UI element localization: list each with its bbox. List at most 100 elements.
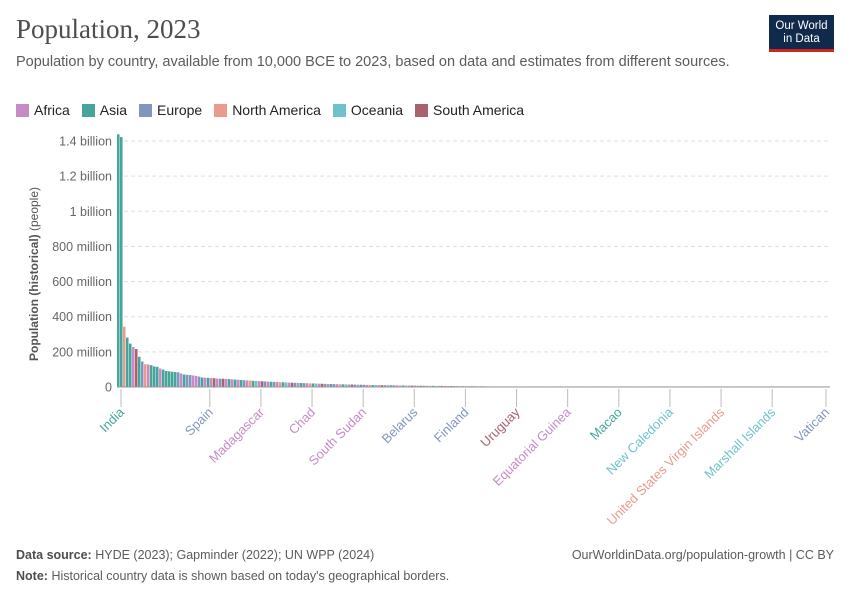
bar[interactable]: [341, 384, 345, 387]
bar[interactable]: [377, 385, 381, 387]
bar[interactable]: [269, 381, 273, 387]
legend-item-africa[interactable]: Africa: [16, 102, 70, 118]
bar[interactable]: [368, 384, 372, 387]
bar[interactable]: [227, 379, 231, 387]
bar[interactable]: [419, 385, 423, 387]
bar[interactable]: [260, 381, 264, 387]
bar[interactable]: [440, 385, 444, 387]
bar[interactable]: [167, 371, 171, 387]
bar[interactable]: [182, 374, 186, 387]
bar[interactable]: [233, 379, 237, 387]
bar[interactable]: [242, 380, 246, 387]
bar[interactable]: [380, 385, 384, 387]
bar[interactable]: [362, 384, 366, 387]
bar[interactable]: [254, 380, 258, 387]
bar[interactable]: [200, 377, 204, 387]
footer-credit[interactable]: OurWorldinData.org/population-growth | C…: [571, 548, 834, 562]
bar[interactable]: [263, 381, 267, 387]
bar[interactable]: [161, 369, 165, 387]
bar[interactable]: [212, 378, 216, 387]
bar[interactable]: [170, 371, 174, 387]
bar[interactable]: [203, 377, 207, 387]
bar[interactable]: [149, 365, 153, 387]
bar[interactable]: [326, 383, 330, 387]
bar[interactable]: [296, 382, 300, 387]
bar[interactable]: [119, 137, 123, 387]
bar[interactable]: [236, 379, 240, 387]
bar[interactable]: [395, 385, 399, 387]
bar[interactable]: [257, 381, 261, 387]
bar[interactable]: [209, 378, 213, 387]
bar[interactable]: [374, 385, 378, 387]
bar[interactable]: [194, 375, 198, 387]
bar[interactable]: [347, 384, 351, 387]
bar[interactable]: [413, 385, 417, 387]
bar[interactable]: [353, 384, 357, 387]
bar[interactable]: [146, 364, 150, 387]
bar[interactable]: [140, 361, 144, 387]
bar[interactable]: [410, 385, 414, 387]
bar[interactable]: [332, 384, 336, 387]
bar[interactable]: [266, 381, 270, 387]
bar[interactable]: [158, 368, 162, 387]
bar[interactable]: [281, 382, 285, 387]
bar[interactable]: [383, 385, 387, 387]
bar[interactable]: [359, 384, 363, 387]
bar[interactable]: [344, 384, 348, 387]
bar[interactable]: [224, 378, 228, 387]
bar[interactable]: [356, 384, 360, 387]
bar[interactable]: [122, 326, 126, 387]
bar[interactable]: [404, 385, 408, 387]
bar[interactable]: [299, 383, 303, 387]
bar[interactable]: [134, 349, 138, 387]
bar[interactable]: [401, 385, 405, 387]
bar[interactable]: [443, 385, 447, 387]
owid-logo[interactable]: Our World in Data: [769, 15, 834, 52]
bar[interactable]: [272, 381, 276, 387]
bar[interactable]: [131, 347, 135, 387]
bar[interactable]: [425, 385, 429, 387]
bar[interactable]: [407, 385, 411, 387]
bar[interactable]: [117, 134, 120, 387]
bar[interactable]: [128, 343, 132, 387]
bar[interactable]: [230, 379, 234, 387]
bar[interactable]: [287, 382, 291, 387]
bar[interactable]: [317, 383, 321, 387]
bar[interactable]: [305, 383, 309, 387]
bar[interactable]: [176, 372, 180, 387]
bar[interactable]: [338, 384, 342, 387]
bar[interactable]: [323, 383, 327, 387]
bar[interactable]: [290, 382, 294, 387]
bar[interactable]: [434, 385, 438, 387]
bar[interactable]: [275, 382, 279, 387]
bar[interactable]: [398, 385, 402, 387]
bar[interactable]: [215, 378, 219, 387]
bar[interactable]: [206, 377, 210, 387]
bar[interactable]: [335, 384, 339, 387]
bar[interactable]: [329, 384, 333, 387]
bar[interactable]: [245, 380, 249, 387]
bar[interactable]: [293, 382, 297, 387]
bar[interactable]: [173, 372, 177, 387]
bar[interactable]: [365, 384, 369, 387]
bar[interactable]: [251, 380, 255, 387]
bar[interactable]: [191, 375, 195, 387]
bar[interactable]: [386, 385, 390, 387]
bar[interactable]: [152, 366, 156, 387]
bar[interactable]: [248, 380, 252, 387]
legend-item-oceania[interactable]: Oceania: [332, 102, 403, 118]
bar[interactable]: [218, 378, 222, 387]
bar[interactable]: [278, 382, 282, 387]
legend-item-europe[interactable]: Europe: [139, 102, 202, 118]
bar[interactable]: [437, 385, 441, 387]
source-text[interactable]: HYDE (2023); Gapminder (2022); UN WPP (2…: [95, 548, 375, 562]
bar[interactable]: [371, 384, 375, 387]
bar[interactable]: [311, 383, 315, 387]
bar[interactable]: [416, 385, 420, 387]
bar[interactable]: [185, 374, 189, 387]
bar[interactable]: [197, 376, 201, 387]
bar[interactable]: [428, 385, 432, 387]
bar[interactable]: [137, 356, 141, 387]
bar[interactable]: [179, 373, 183, 387]
bar[interactable]: [221, 378, 225, 387]
